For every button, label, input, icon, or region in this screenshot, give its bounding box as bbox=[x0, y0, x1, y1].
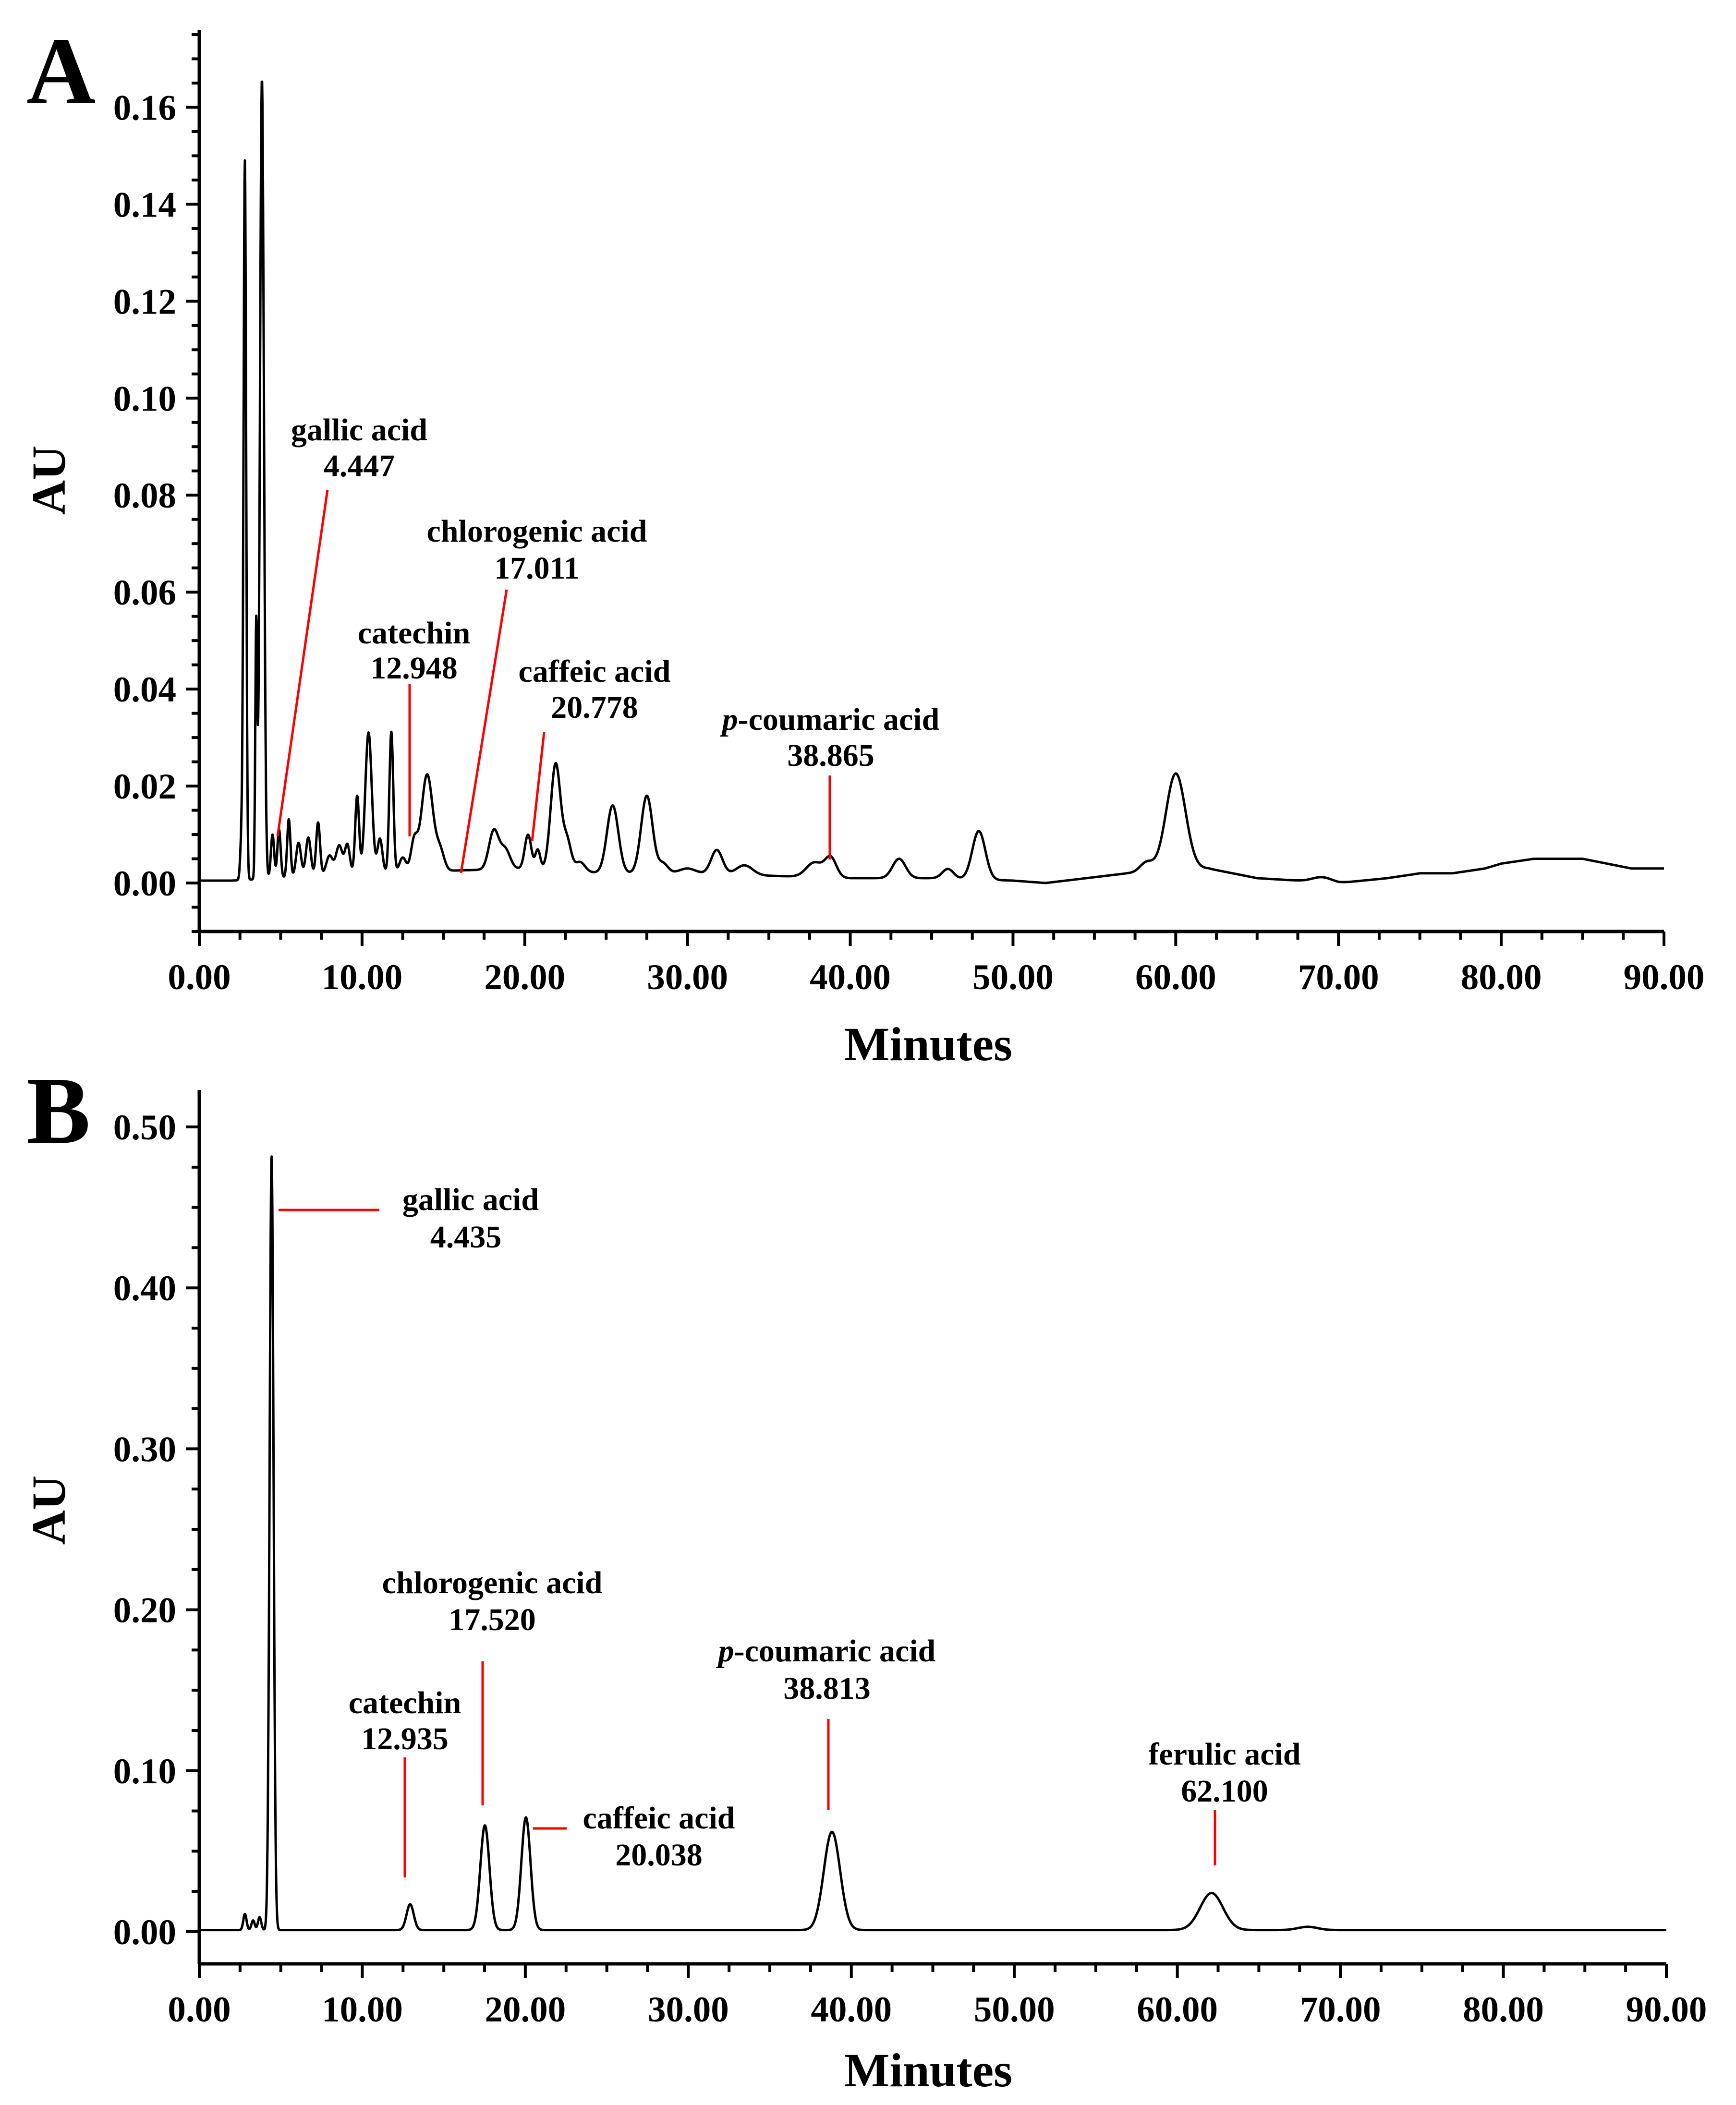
peak-annotation-ferulic-acid: ferulic acid 62.100 bbox=[1148, 1737, 1301, 1865]
compound-name: chlorogenic acid bbox=[427, 514, 647, 549]
y-tick-label: 0.16 bbox=[113, 88, 176, 128]
retention-time: 12.948 bbox=[370, 651, 458, 686]
x-tick-label: 30.00 bbox=[647, 957, 728, 997]
x-tick-label: 90.00 bbox=[1626, 1990, 1707, 2030]
peak-annotation-p-coumaric-acid: p-coumaric acid 38.865 bbox=[720, 702, 940, 859]
retention-time: 20.778 bbox=[551, 690, 638, 725]
y-tick-label: 0.00 bbox=[113, 864, 176, 904]
x-axis-title: Minutes bbox=[844, 1017, 1012, 1071]
y-axis-title: AU bbox=[22, 446, 75, 515]
y-tick-label: 0.12 bbox=[113, 282, 176, 322]
retention-time: 12.935 bbox=[361, 1721, 449, 1756]
peak-annotation-p-coumaric-acid: p-coumaric acid 38.813 bbox=[716, 1633, 936, 1810]
x-tick-label: 40.00 bbox=[811, 1990, 892, 2030]
compound-name: catechin bbox=[358, 616, 471, 651]
peak-annotation-chlorogenic-acid: chlorogenic acid 17.520 bbox=[382, 1565, 603, 1805]
leader-line bbox=[531, 732, 546, 842]
compound-name: chlorogenic acid bbox=[382, 1565, 603, 1600]
peak-annotation-gallic-acid: gallic acid 4.447 bbox=[276, 412, 427, 837]
x-tick-label: 50.00 bbox=[974, 1990, 1055, 2030]
x-tick-label: 10.00 bbox=[322, 957, 403, 997]
y-tick-label: 0.20 bbox=[113, 1591, 176, 1631]
retention-time: 4.447 bbox=[324, 448, 395, 484]
x-axis-title: Minutes bbox=[844, 2044, 1012, 2097]
x-tick-labels: 0.00 10.00 20.00 30.00 40.00 50.00 60.00 70.00 8… bbox=[168, 932, 1704, 997]
y-tick-label: 0.02 bbox=[113, 767, 176, 807]
axes bbox=[197, 1090, 1666, 1966]
y-tick-label: 0.00 bbox=[113, 1912, 176, 1952]
peak-annotation-gallic-acid: gallic acid 4.435 bbox=[279, 1182, 539, 1255]
compound-name: gallic acid bbox=[291, 412, 427, 448]
compound-name: ferulic acid bbox=[1148, 1737, 1300, 1772]
x-tick-label: 60.00 bbox=[1135, 957, 1216, 997]
retention-time: 20.038 bbox=[615, 1838, 703, 1873]
x-tick-label: 80.00 bbox=[1463, 1990, 1544, 2030]
x-tick-label: 80.00 bbox=[1461, 957, 1542, 997]
peak-annotation-chlorogenic-acid: chlorogenic acid 17.011 bbox=[427, 514, 647, 873]
x-tick-label: 90.00 bbox=[1624, 957, 1705, 997]
y-tick-label: 0.06 bbox=[113, 573, 176, 613]
chromatogram-trace bbox=[198, 1155, 1667, 1932]
y-tick-label: 0.14 bbox=[113, 185, 176, 225]
peak-annotation-catechin: catechin 12.935 bbox=[349, 1685, 461, 1877]
y-tick-labels: 0.00 0.10 0.20 0.30 0.40 0.50 bbox=[113, 1108, 199, 1952]
x-tick-label: 20.00 bbox=[484, 957, 565, 997]
compound-name: gallic acid bbox=[402, 1182, 539, 1217]
compound-name: p-coumaric acid bbox=[716, 1633, 936, 1669]
panel-a: A 0.00 0.02 0.04 0.06 0.08 0.10 0.12 0.14 0.16 0… bbox=[22, 18, 1704, 1071]
x-tick-label: 60.00 bbox=[1137, 1990, 1218, 2030]
compound-name: caffeic acid bbox=[518, 654, 670, 689]
y-tick-label: 0.30 bbox=[113, 1429, 176, 1469]
compound-name: p-coumaric acid bbox=[720, 702, 940, 737]
chromatogram-trace bbox=[198, 80, 1665, 884]
y-tick-label: 0.08 bbox=[113, 476, 176, 516]
panel-letter: B bbox=[26, 1058, 90, 1164]
x-tick-label: 0.00 bbox=[168, 1990, 231, 2030]
leader-line bbox=[276, 489, 329, 837]
x-tick-label: 40.00 bbox=[810, 957, 891, 997]
x-tick-labels: 0.00 10.00 20.00 30.00 40.00 50.00 60.00 70.00 8… bbox=[168, 1964, 1707, 2030]
y-tick-label: 0.50 bbox=[113, 1108, 176, 1148]
x-tick-label: 10.00 bbox=[322, 1990, 403, 2030]
retention-time: 38.813 bbox=[783, 1671, 871, 1706]
leader-line bbox=[460, 589, 508, 873]
y-tick-label: 0.40 bbox=[113, 1269, 176, 1308]
italic-prefix: p bbox=[720, 702, 738, 737]
x-tick-label: 0.00 bbox=[168, 957, 231, 997]
peak-annotation-caffeic-acid: caffeic acid 20.038 bbox=[533, 1801, 735, 1873]
retention-time: 17.520 bbox=[449, 1602, 536, 1637]
italic-prefix: p bbox=[716, 1633, 734, 1669]
y-tick-label: 0.04 bbox=[113, 670, 176, 710]
retention-time: 62.100 bbox=[1181, 1774, 1268, 1809]
y-tick-label: 0.10 bbox=[113, 379, 176, 419]
y-tick-label: 0.10 bbox=[113, 1752, 176, 1791]
axes bbox=[197, 30, 1664, 933]
retention-time: 4.435 bbox=[430, 1220, 502, 1255]
panel-b: B 0.00 0.10 0.20 0.30 0.40 0.50 0.00 10.00 20.0… bbox=[22, 1058, 1707, 2097]
name-suffix: -coumaric acid bbox=[734, 1633, 936, 1669]
y-axis-title: AU bbox=[22, 1476, 75, 1545]
y-tick-labels: 0.00 0.02 0.04 0.06 0.08 0.10 0.12 0.14 0.16 bbox=[113, 33, 199, 933]
x-tick-label: 70.00 bbox=[1300, 1990, 1381, 2030]
panel-letter: A bbox=[26, 18, 96, 124]
name-suffix: -coumaric acid bbox=[738, 702, 940, 737]
peak-annotation-caffeic-acid: caffeic acid 20.778 bbox=[518, 654, 671, 842]
compound-name: caffeic acid bbox=[583, 1801, 735, 1836]
x-tick-label: 70.00 bbox=[1298, 957, 1379, 997]
x-tick-label: 50.00 bbox=[972, 957, 1054, 997]
x-tick-label: 30.00 bbox=[648, 1990, 729, 2030]
retention-time: 38.865 bbox=[787, 738, 874, 773]
retention-time: 17.011 bbox=[494, 551, 580, 586]
compound-name: catechin bbox=[349, 1685, 461, 1720]
peak-annotation-catechin: catechin 12.948 bbox=[358, 616, 471, 836]
x-tick-label: 20.00 bbox=[485, 1990, 566, 2030]
